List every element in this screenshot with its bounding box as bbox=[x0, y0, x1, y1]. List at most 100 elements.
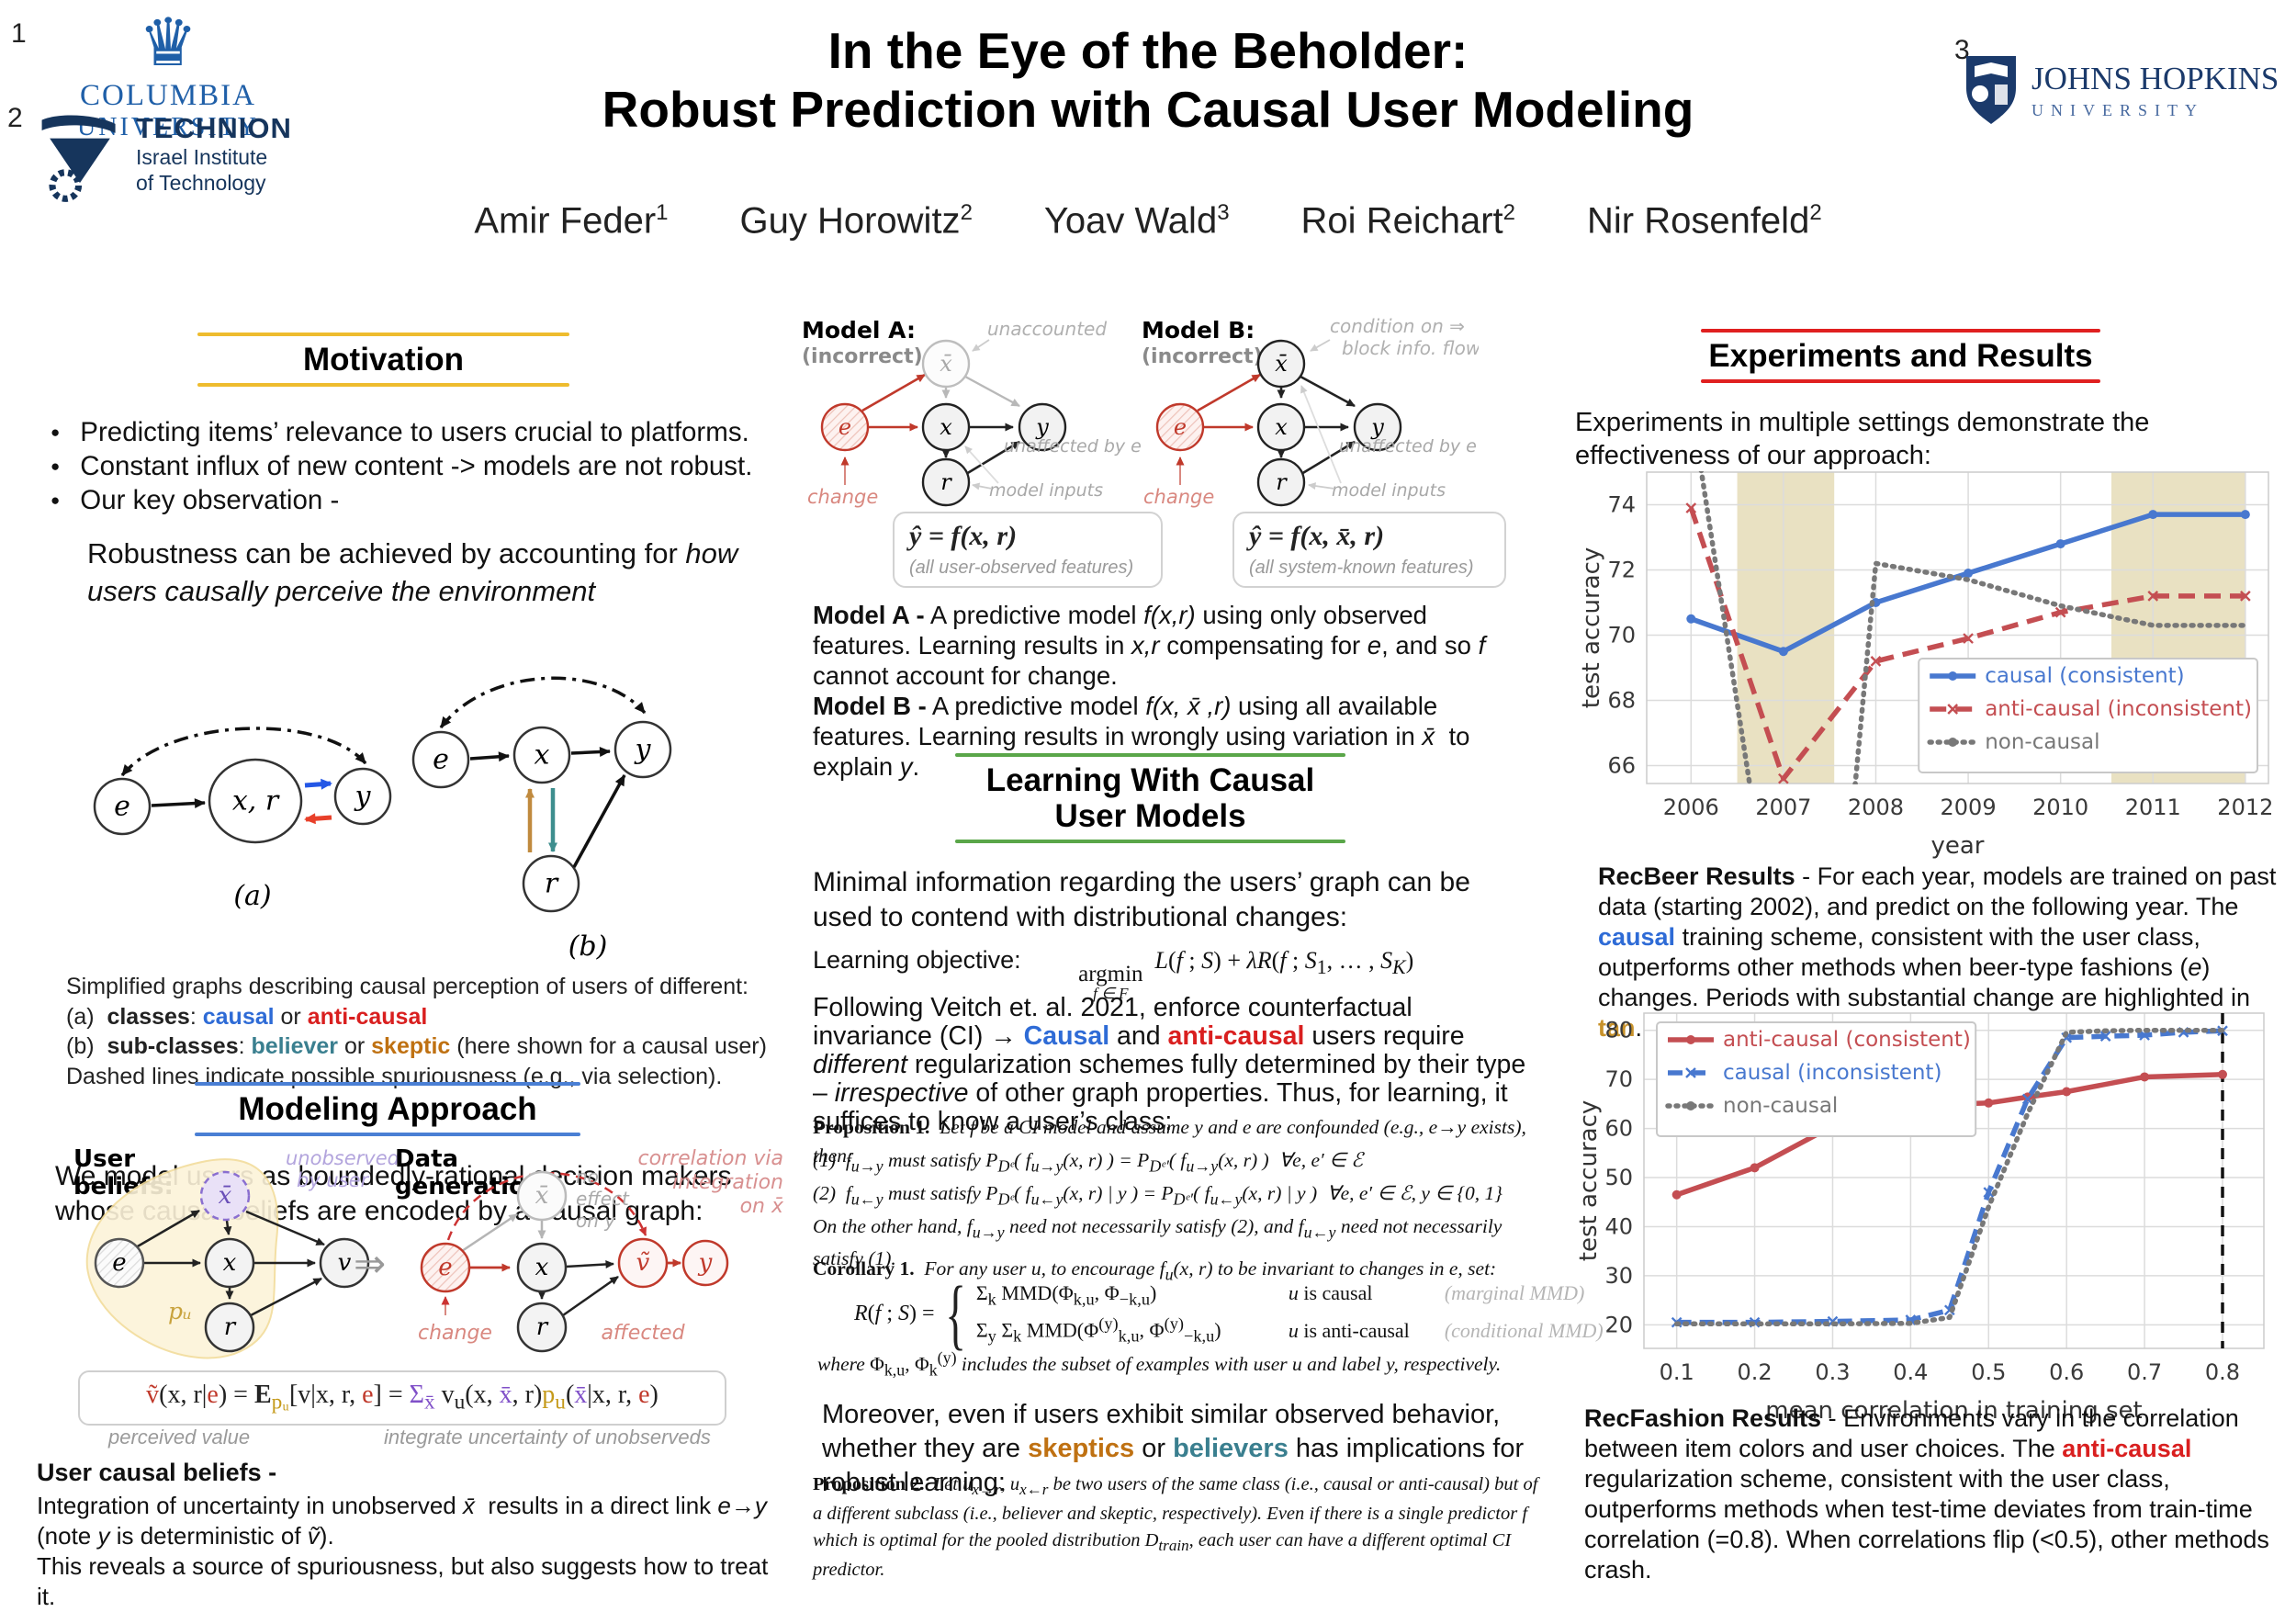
x-tick-label: 2010 bbox=[2032, 795, 2088, 820]
y-tick-label: 74 bbox=[1607, 491, 1636, 517]
model-b-formula-box: ŷ = f(x, x̄, r) (all system-known featur… bbox=[1232, 512, 1506, 588]
arrow-xbar-y-a bbox=[964, 375, 1020, 408]
x-axis-label: year bbox=[1930, 832, 1984, 860]
model-a-formula: ŷ = f(x, r) bbox=[909, 521, 1018, 551]
technion-sub1: Israel Institute bbox=[136, 145, 268, 169]
node-e-beliefs: e bbox=[94, 1237, 145, 1289]
svg-text:y: y bbox=[634, 734, 652, 766]
spurious-edge-a bbox=[120, 727, 367, 777]
author-list: Amir Feder1 Guy Horowitz2 Yoav Wald3 Roi… bbox=[276, 200, 2020, 242]
perceived-value-formula: ṽ(x, r|e) = Epᵤ[v|x, r, e] = Σx̄ vu(x, x… bbox=[78, 1370, 726, 1426]
model-a-incorrect: (incorrect) bbox=[802, 345, 923, 368]
svg-text:v: v bbox=[338, 1249, 352, 1277]
node-e-b: e bbox=[411, 730, 470, 789]
x-tick-label: 2009 bbox=[1941, 795, 1997, 820]
condition-note-1: condition on ⇒ bbox=[1330, 315, 1465, 337]
learning-intro: Minimal information regarding the users’… bbox=[813, 867, 1470, 932]
model-b-description: Model B - A predictive model f(x, x̄ ,r)… bbox=[813, 692, 1470, 781]
legend-box bbox=[1918, 658, 2258, 773]
spurious-edge-b bbox=[439, 676, 647, 729]
node-xbar-gen: x̄ bbox=[516, 1170, 568, 1222]
svg-text:r: r bbox=[224, 1313, 237, 1341]
series-non-causal bbox=[1698, 471, 2248, 784]
svg-text:r: r bbox=[536, 1313, 549, 1341]
node-y: y bbox=[333, 767, 392, 826]
y-tick-label: 80 bbox=[1604, 1018, 1633, 1043]
model-b-incorrect: (incorrect) bbox=[1142, 345, 1263, 368]
no-effect-note-1: no bbox=[576, 1166, 599, 1188]
series-non-causal bbox=[1673, 1027, 2225, 1327]
technion-name: TECHNION bbox=[136, 112, 292, 144]
y-tick-label: 60 bbox=[1604, 1116, 1633, 1142]
r-row-causal: Σk MMD(Φk,u, Φ−k,u) u is causal (margina… bbox=[975, 1280, 1585, 1309]
affil-marker-3: 3 bbox=[1954, 35, 1970, 65]
node-e: e bbox=[93, 777, 152, 836]
arrow-r-v bbox=[250, 1277, 322, 1317]
jhu-shield-icon bbox=[1966, 56, 2016, 124]
columbia-crown-icon: ♛ bbox=[138, 6, 198, 80]
arrow-r-vtilde bbox=[562, 1275, 619, 1317]
node-y-b2: y bbox=[1353, 402, 1402, 452]
user-causal-beliefs-line: (note y is deterministic of ṽ). bbox=[37, 1522, 334, 1550]
author: Guy Horowitz2 bbox=[739, 200, 973, 242]
arrow-xbar-v bbox=[245, 1210, 325, 1246]
model-b-formula: ŷ = f(x, x̄, r) bbox=[1249, 521, 1385, 551]
svg-text:y: y bbox=[1370, 414, 1384, 440]
svg-text:x̄: x̄ bbox=[1275, 351, 1288, 377]
author: Roi Reichart2 bbox=[1300, 200, 1515, 242]
node-x-b2: x bbox=[1256, 402, 1306, 452]
key-observation: Robustness can be achieved by accounting… bbox=[87, 537, 738, 607]
svg-text:r: r bbox=[940, 469, 952, 495]
technion-sub2: of Technology bbox=[136, 170, 266, 195]
arrow-e-xbar-b bbox=[1197, 373, 1261, 412]
legend-entry: anti-causal (inconsistent) bbox=[1985, 697, 2252, 721]
svg-text:e: e bbox=[438, 1254, 452, 1281]
section-title: Learning With Causal User Models bbox=[985, 762, 1315, 835]
legend-entry: causal (inconsistent) bbox=[1723, 1061, 1941, 1085]
unaffected-note-b: unaffected by e bbox=[1339, 436, 1477, 457]
model-inputs-note-b: model inputs bbox=[1332, 480, 1446, 501]
jhu-name: JOHNS HOPKINS bbox=[2032, 60, 2279, 96]
svg-text:ṽ: ṽ bbox=[636, 1249, 650, 1277]
x-tick-label: 2008 bbox=[1848, 795, 1904, 820]
x-tick-label: 2006 bbox=[1663, 795, 1719, 820]
y-tick-label: 50 bbox=[1604, 1165, 1633, 1190]
section-title: Modeling Approach bbox=[238, 1091, 537, 1127]
arrow-e-xbar-a bbox=[861, 373, 926, 412]
node-r-b2: r bbox=[1256, 457, 1306, 507]
caption-line: (a) classes: causal or anti-causal bbox=[66, 1003, 428, 1030]
author: Amir Feder1 bbox=[474, 200, 669, 242]
figure-ab-caption: Simplified graphs describing causal perc… bbox=[66, 972, 778, 1091]
model-a-description: Model A - A predictive model f(x,r) usin… bbox=[813, 601, 1486, 690]
model-a-label: Model A: bbox=[802, 317, 916, 344]
pointer bbox=[1310, 339, 1331, 352]
corollary-1-where: where Φk,u, Φk(y) includes the subset of… bbox=[817, 1348, 1502, 1380]
arrow-e-xbar bbox=[135, 1209, 200, 1249]
correlation-curve bbox=[446, 1172, 647, 1241]
veitch-paragraph: Following Veitch et. al. 2021, enforce c… bbox=[813, 993, 1526, 1136]
divider bbox=[197, 383, 569, 388]
x-axis-label: mean correlation in training set bbox=[1765, 1397, 2142, 1425]
subfig-a-label: (a) bbox=[233, 880, 271, 912]
proposition-1-eq2: (2) fu←y must satisfy PDᵉ( fu←y(x, r) | … bbox=[813, 1182, 1503, 1209]
svg-text:y: y bbox=[698, 1249, 713, 1277]
highlight-band bbox=[1737, 472, 1835, 783]
arrow-r-to-y bbox=[572, 774, 626, 868]
node-r-a: r bbox=[921, 457, 971, 507]
node-v-beliefs: v bbox=[319, 1237, 370, 1289]
arrow-x-to-y bbox=[570, 747, 611, 758]
formula-sublabel-right: integrate uncertainty of unobserveds bbox=[384, 1426, 711, 1449]
arrow-y-to-xr-anticausal bbox=[304, 813, 332, 825]
proposition-1-head: Proposition 1. Let f be a CI model and a… bbox=[813, 1116, 1526, 1167]
author: Yoav Wald3 bbox=[1043, 200, 1230, 242]
node-vtilde-gen: ṽ bbox=[617, 1237, 669, 1289]
node-y-gen: y bbox=[681, 1239, 729, 1287]
causal-perception-figure: e x, r y (a) e x y bbox=[93, 676, 672, 963]
x-tick-label: 0.8 bbox=[2205, 1359, 2240, 1385]
arrow-xbar-y-b bbox=[1300, 375, 1356, 408]
condition-note-2: block info. flow bbox=[1342, 337, 1479, 359]
node-xbar-a: x̄ bbox=[921, 339, 971, 389]
caption-line: (b) sub-classes: believer or skeptic (he… bbox=[66, 1033, 767, 1059]
correlation-note-3: on x̄ bbox=[740, 1195, 784, 1218]
x-tick-label: 0.1 bbox=[1660, 1359, 1694, 1385]
